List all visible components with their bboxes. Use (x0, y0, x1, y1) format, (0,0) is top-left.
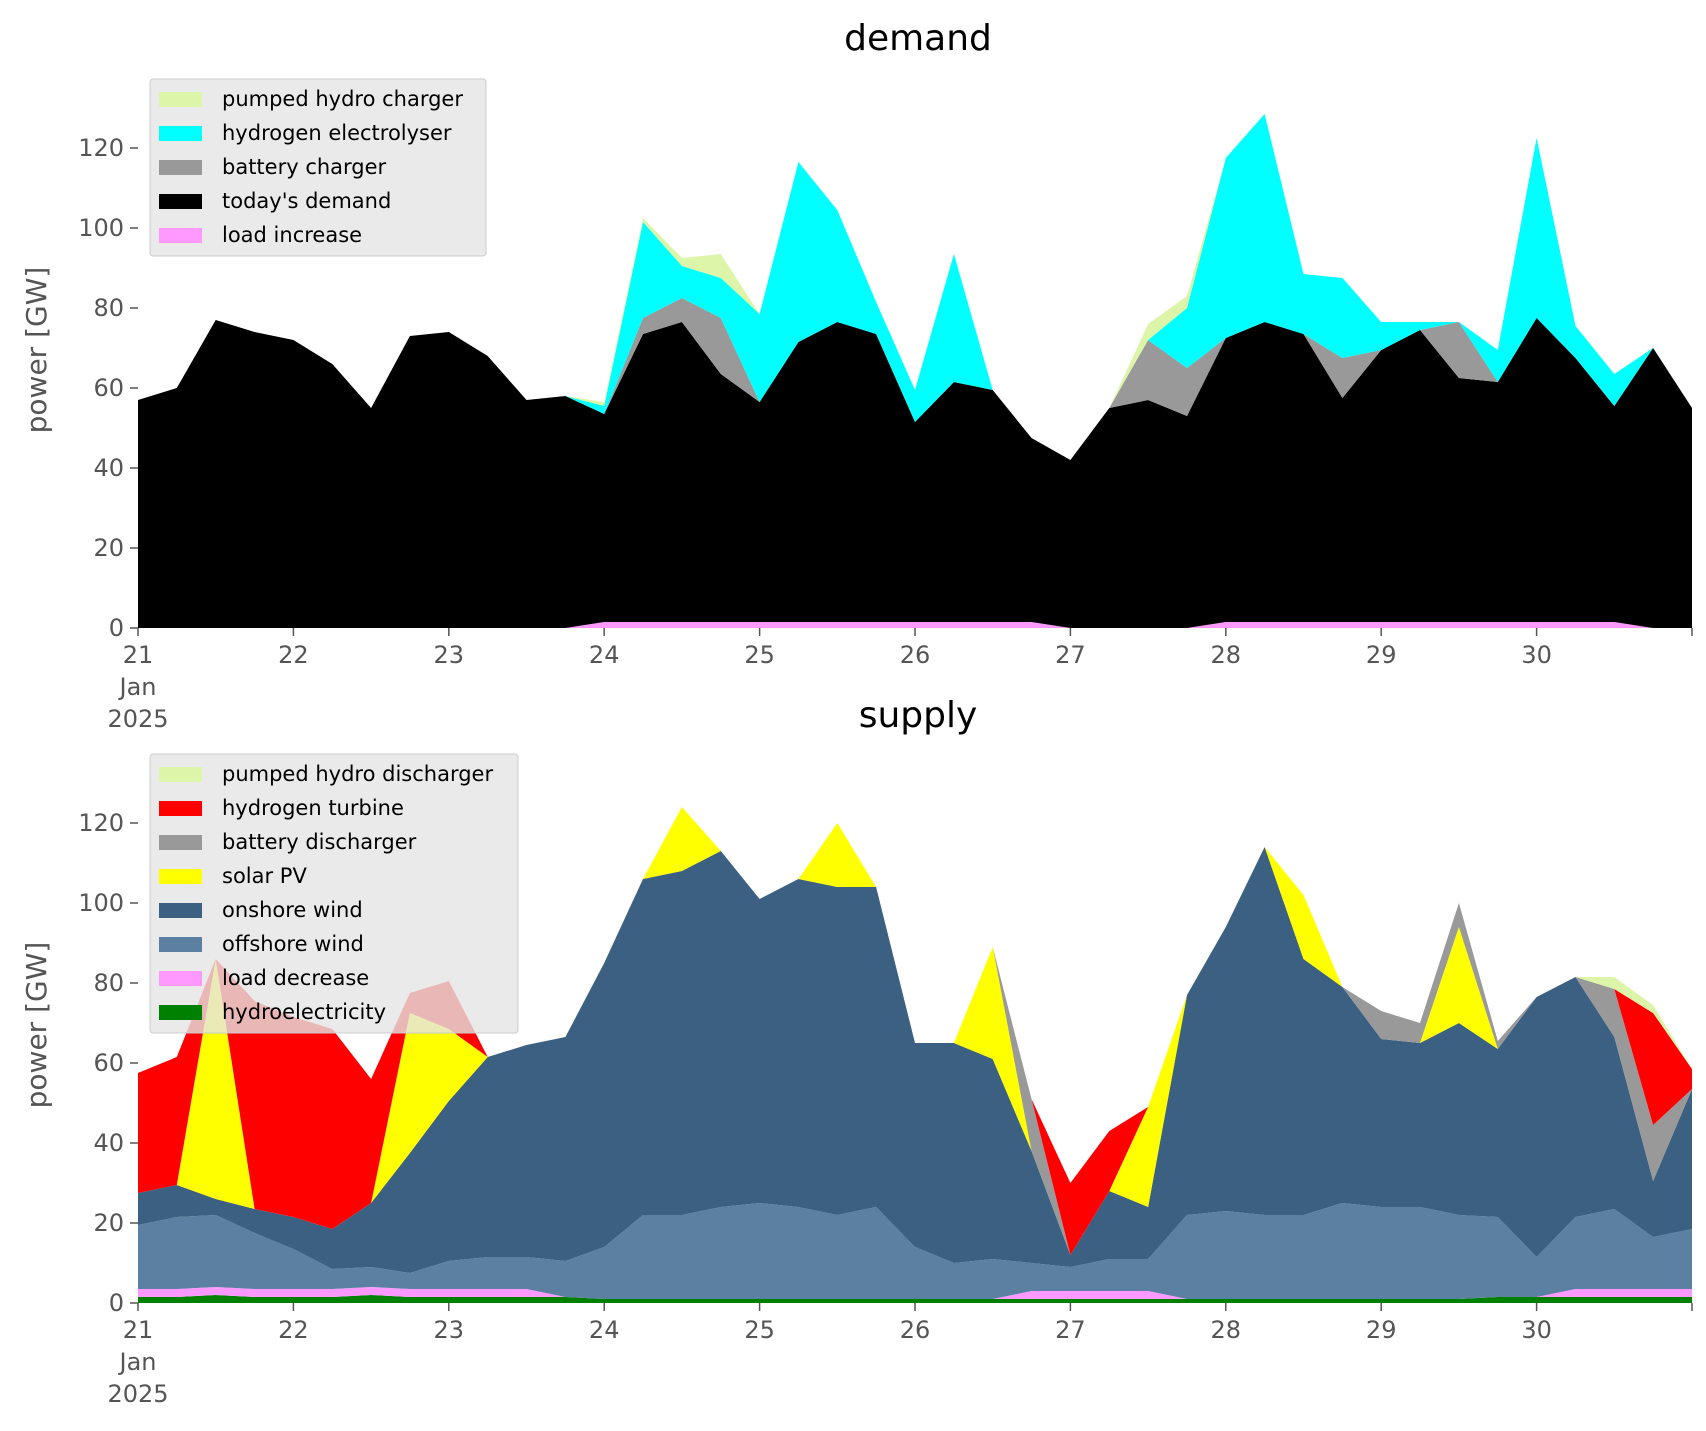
supply-x-tick-label: 26 (900, 1316, 931, 1344)
demand-legend-label-today-s-demand: today's demand (222, 189, 391, 213)
demand-axes: 0 20 40 60 80 100 120 21 22 23 24 25 26 27 28 29 30 Jan 20… (78, 134, 1693, 733)
demand-y-tick-label: 120 (78, 134, 124, 162)
demand-y-tick-label: 80 (93, 294, 124, 322)
supply-legend-swatch-solar-pv (159, 869, 202, 884)
supply-legend-label-pumped-hydro-discharger: pumped hydro discharger (222, 762, 493, 786)
demand-x-tick-label: 29 (1366, 641, 1397, 669)
demand-y-tick-label: 60 (93, 374, 124, 402)
demand-y-tick-label: 0 (109, 614, 124, 642)
supply-panel: 0 20 40 60 80 100 120 21 22 23 24 25 26 27 28 29 30 Jan 20… (20, 695, 1693, 1408)
supply-legend-swatch-load-decrease (159, 971, 202, 986)
supply-x-tick-label: 29 (1366, 1316, 1397, 1344)
supply-area-offshore-wind (138, 1203, 1692, 1299)
demand-x-tick-label: 23 (434, 641, 465, 669)
demand-legend-swatch-battery-charger (159, 160, 202, 175)
supply-area-solar-pv (138, 807, 1692, 1255)
supply-legend-label-battery-discharger: battery discharger (222, 830, 417, 854)
supply-y-axis-label: power [GW] (20, 942, 53, 1109)
supply-axes: 0 20 40 60 80 100 120 21 22 23 24 25 26 27 28 29 30 Jan 20… (78, 809, 1693, 1408)
demand-y-tick-label: 100 (78, 214, 124, 242)
demand-x-tick-label: 22 (278, 641, 309, 669)
demand-y-axis-label: power [GW] (20, 267, 53, 434)
supply-legend-swatch-hydroelectricity (159, 1005, 202, 1020)
demand-chart-title: demand (844, 18, 992, 59)
demand-legend: pumped hydro charger hydrogen electrolyse… (149, 78, 487, 257)
demand-legend-swatch-pumped-hydro-charger (159, 92, 202, 107)
supply-x-tick-sublabel: 2025 (107, 1380, 168, 1408)
supply-legend-frame (149, 753, 519, 1034)
demand-area-hydrogen-electrolyser (138, 114, 1692, 460)
supply-y-tick-label: 20 (93, 1209, 124, 1237)
demand-x-tick-label: 27 (1055, 641, 1086, 669)
demand-panel: 0 20 40 60 80 100 120 21 22 23 24 25 26 27 28 29 30 Jan 20… (20, 18, 1693, 733)
supply-chart-title: supply (859, 695, 978, 736)
demand-x-tick-sublabel: Jan (118, 673, 157, 701)
supply-x-tick-label: 24 (589, 1316, 620, 1344)
supply-legend-label-offshore-wind: offshore wind (222, 932, 364, 956)
demand-x-tick-label: 25 (744, 641, 775, 669)
demand-x-tick-label: 26 (900, 641, 931, 669)
demand-legend-label-pumped-hydro-charger: pumped hydro charger (222, 87, 463, 111)
supply-area-battery-discharger (138, 807, 1692, 1255)
supply-y-tick-label: 0 (109, 1289, 124, 1317)
demand-y-tick-label: 40 (93, 454, 124, 482)
supply-y-tick-label: 120 (78, 809, 124, 837)
supply-legend-swatch-pumped-hydro-discharger (159, 767, 202, 782)
supply-legend-label-hydroelectricity: hydroelectricity (222, 1000, 386, 1024)
demand-legend-swatch-today-s-demand (159, 194, 202, 209)
demand-x-tick-label: 24 (589, 641, 620, 669)
supply-legend-label-load-decrease: load decrease (222, 966, 369, 990)
supply-area-hydrogen-turbine (138, 807, 1692, 1255)
demand-legend-label-hydrogen-electrolyser: hydrogen electrolyser (222, 121, 452, 145)
supply-y-tick-label: 40 (93, 1129, 124, 1157)
supply-x-tick-label: 27 (1055, 1316, 1086, 1344)
supply-x-tick-label: 23 (434, 1316, 465, 1344)
demand-x-tick-label: 30 (1521, 641, 1552, 669)
supply-x-tick-sublabel: Jan (118, 1348, 157, 1376)
supply-x-tick-label: 22 (278, 1316, 309, 1344)
demand-x-tick-label: 28 (1211, 641, 1242, 669)
supply-y-tick-label: 80 (93, 969, 124, 997)
supply-legend-swatch-offshore-wind (159, 937, 202, 952)
supply-legend-swatch-hydrogen-turbine (159, 801, 202, 816)
demand-legend-frame (149, 78, 487, 257)
demand-y-tick-label: 20 (93, 534, 124, 562)
demand-legend-label-battery-charger: battery charger (222, 155, 387, 179)
demand-stacked-areas (138, 114, 1692, 628)
demand-x-tick-label: 21 (123, 641, 154, 669)
supply-x-tick-label: 25 (744, 1316, 775, 1344)
supply-y-tick-label: 100 (78, 889, 124, 917)
demand-x-tick-sublabel: 2025 (107, 705, 168, 733)
supply-y-tick-label: 60 (93, 1049, 124, 1077)
supply-area-onshore-wind (138, 847, 1692, 1273)
supply-x-tick-label: 30 (1521, 1316, 1552, 1344)
demand-legend-swatch-hydrogen-electrolyser (159, 126, 202, 141)
demand-legend-swatch-load-increase (159, 228, 202, 243)
supply-stacked-areas (138, 807, 1692, 1303)
supply-legend-label-hydrogen-turbine: hydrogen turbine (222, 796, 404, 820)
supply-area-load-decrease (138, 1287, 1692, 1299)
demand-area-today-s-demand (138, 318, 1692, 628)
supply-legend: pumped hydro discharger hydrogen turbine b… (149, 753, 519, 1034)
supply-legend-label-solar-pv: solar PV (222, 864, 307, 888)
supply-legend-label-onshore-wind: onshore wind (222, 898, 363, 922)
demand-legend-label-load-increase: load increase (222, 223, 362, 247)
supply-legend-swatch-onshore-wind (159, 903, 202, 918)
supply-legend-swatch-battery-discharger (159, 835, 202, 850)
supply-x-tick-label: 21 (123, 1316, 154, 1344)
demand-area-load-increase (138, 622, 1692, 628)
supply-x-tick-label: 28 (1211, 1316, 1242, 1344)
